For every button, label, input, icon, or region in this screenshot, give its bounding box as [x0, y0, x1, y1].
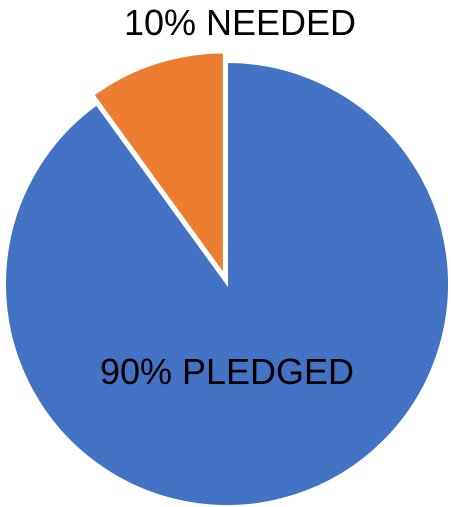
- pie-slice-pledged: [5, 62, 449, 506]
- pie-slices: [5, 52, 449, 506]
- slice-label-needed: 10% NEEDED: [124, 2, 356, 43]
- slice-label-pledged: 90% PLEDGED: [100, 351, 354, 392]
